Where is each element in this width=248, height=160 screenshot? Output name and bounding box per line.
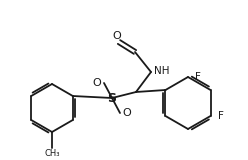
Text: F: F bbox=[195, 72, 201, 82]
Text: O: O bbox=[93, 78, 101, 88]
Text: O: O bbox=[113, 31, 121, 41]
Text: CH₃: CH₃ bbox=[44, 149, 60, 159]
Text: S: S bbox=[107, 92, 117, 104]
Text: O: O bbox=[123, 108, 131, 118]
Text: NH: NH bbox=[154, 66, 169, 76]
Text: F: F bbox=[217, 111, 223, 121]
